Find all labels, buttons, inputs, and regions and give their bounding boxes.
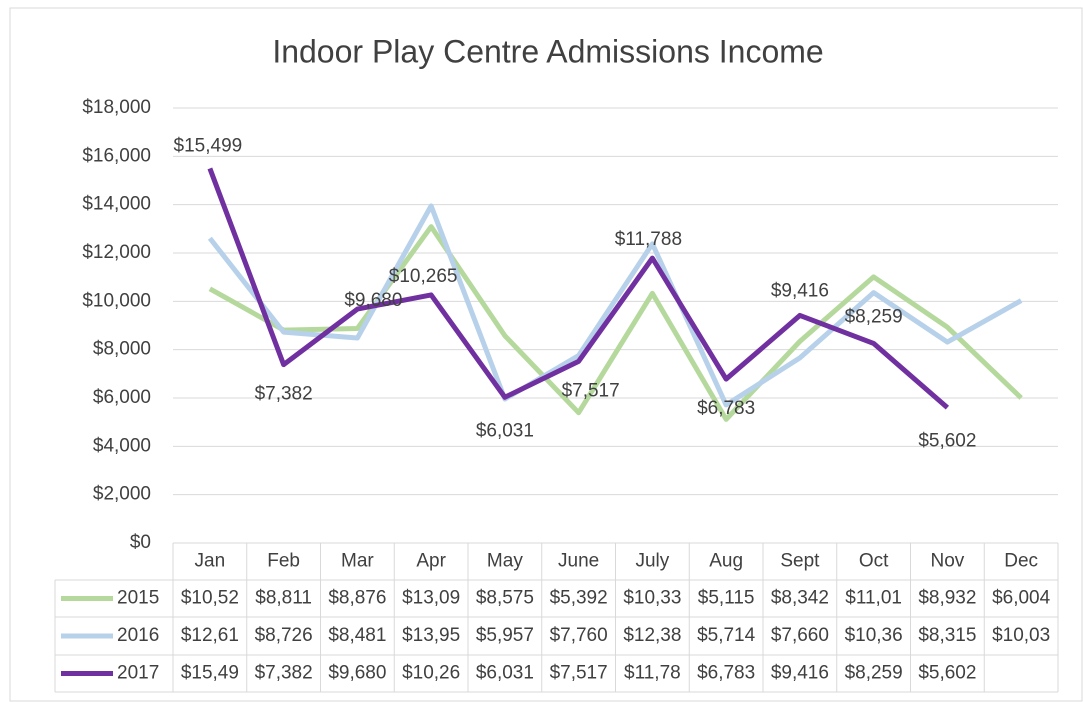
data-label: $8,259 (845, 306, 903, 327)
x-tick-label: Nov (930, 551, 964, 572)
data-label: $11,788 (615, 229, 682, 250)
table-cell: $13,09 (402, 588, 460, 609)
table-cell: $8,342 (771, 588, 829, 609)
table-cell: $6,031 (476, 663, 534, 684)
y-tick-label: $10,000 (82, 290, 151, 311)
y-tick-label: $18,000 (82, 97, 151, 118)
x-tick-label: Aug (709, 551, 743, 572)
table-cell: $8,811 (255, 588, 312, 609)
data-label: $9,680 (344, 290, 402, 311)
table-cell: $12,61 (181, 625, 239, 646)
y-tick-label: $6,000 (93, 387, 151, 408)
series-line (207, 203, 1023, 408)
table-cell: $15,49 (181, 663, 239, 684)
x-tick-label: May (487, 551, 523, 572)
table-cell: $6,783 (697, 663, 755, 684)
data-label: $7,517 (562, 380, 620, 401)
table-cell: $8,876 (328, 588, 386, 609)
table-cell: $5,714 (697, 625, 756, 646)
data-label: $15,499 (174, 135, 243, 156)
table-cell: $5,957 (476, 625, 534, 646)
x-tick-label: June (558, 551, 599, 572)
series-line (207, 167, 950, 410)
x-tick-label: Oct (859, 551, 889, 572)
data-label: $6,031 (476, 420, 534, 441)
table-cell: $5,115 (698, 588, 755, 609)
table-cell: $5,602 (918, 663, 976, 684)
table-cell: $10,52 (181, 588, 239, 609)
legend-label: 2015 (117, 588, 159, 609)
table-cell: $7,660 (771, 625, 829, 646)
legend-label: 2017 (117, 663, 159, 684)
table-cell: $12,38 (623, 625, 681, 646)
data-label: $10,265 (389, 266, 458, 287)
legend-label: 2016 (117, 625, 159, 646)
y-tick-label: $16,000 (82, 145, 151, 166)
data-label: $5,602 (918, 431, 976, 452)
x-tick-label: Feb (267, 551, 300, 572)
y-tick-label: $2,000 (93, 484, 151, 505)
table-cell: $10,26 (402, 663, 460, 684)
table-cell: $13,95 (402, 625, 460, 646)
y-tick-label: $12,000 (82, 242, 151, 263)
table-cell: $10,36 (845, 625, 903, 646)
table-cell: $7,517 (550, 663, 608, 684)
table-cell: $8,575 (476, 588, 534, 609)
table-cell: $8,315 (918, 625, 976, 646)
table-cell: $8,481 (328, 625, 386, 646)
table-cell: $11,01 (845, 588, 902, 609)
table-cell: $11,78 (624, 663, 681, 684)
table-cell: $6,004 (992, 588, 1051, 609)
table-cell: $7,760 (550, 625, 608, 646)
table-cell: $9,416 (771, 663, 829, 684)
data-label: $6,783 (697, 398, 755, 419)
x-tick-label: Jan (195, 551, 226, 572)
y-tick-label: $14,000 (82, 194, 151, 215)
table-cell: $5,392 (550, 588, 608, 609)
x-tick-label: Sept (780, 551, 820, 572)
series-line (208, 224, 1023, 422)
x-tick-label: Dec (1004, 551, 1038, 572)
table-cell: $8,726 (255, 625, 313, 646)
x-tick-label: July (635, 551, 669, 572)
data-label: $7,382 (255, 384, 313, 405)
table-cell: $10,33 (623, 588, 681, 609)
table-cell: $7,382 (255, 663, 313, 684)
y-tick-label: $4,000 (93, 435, 151, 456)
table-cell: $10,03 (992, 625, 1050, 646)
table-cell: $9,680 (328, 663, 386, 684)
x-tick-label: Apr (416, 551, 446, 572)
table-cell: $8,259 (845, 663, 903, 684)
chart-border (9, 7, 1083, 702)
y-tick-label: $0 (130, 532, 151, 553)
x-tick-label: Mar (341, 551, 374, 572)
data-label: $9,416 (771, 280, 829, 301)
chart-title: Indoor Play Centre Admissions Income (272, 33, 823, 69)
table-cell: $8,932 (918, 588, 976, 609)
y-tick-label: $8,000 (93, 339, 151, 360)
